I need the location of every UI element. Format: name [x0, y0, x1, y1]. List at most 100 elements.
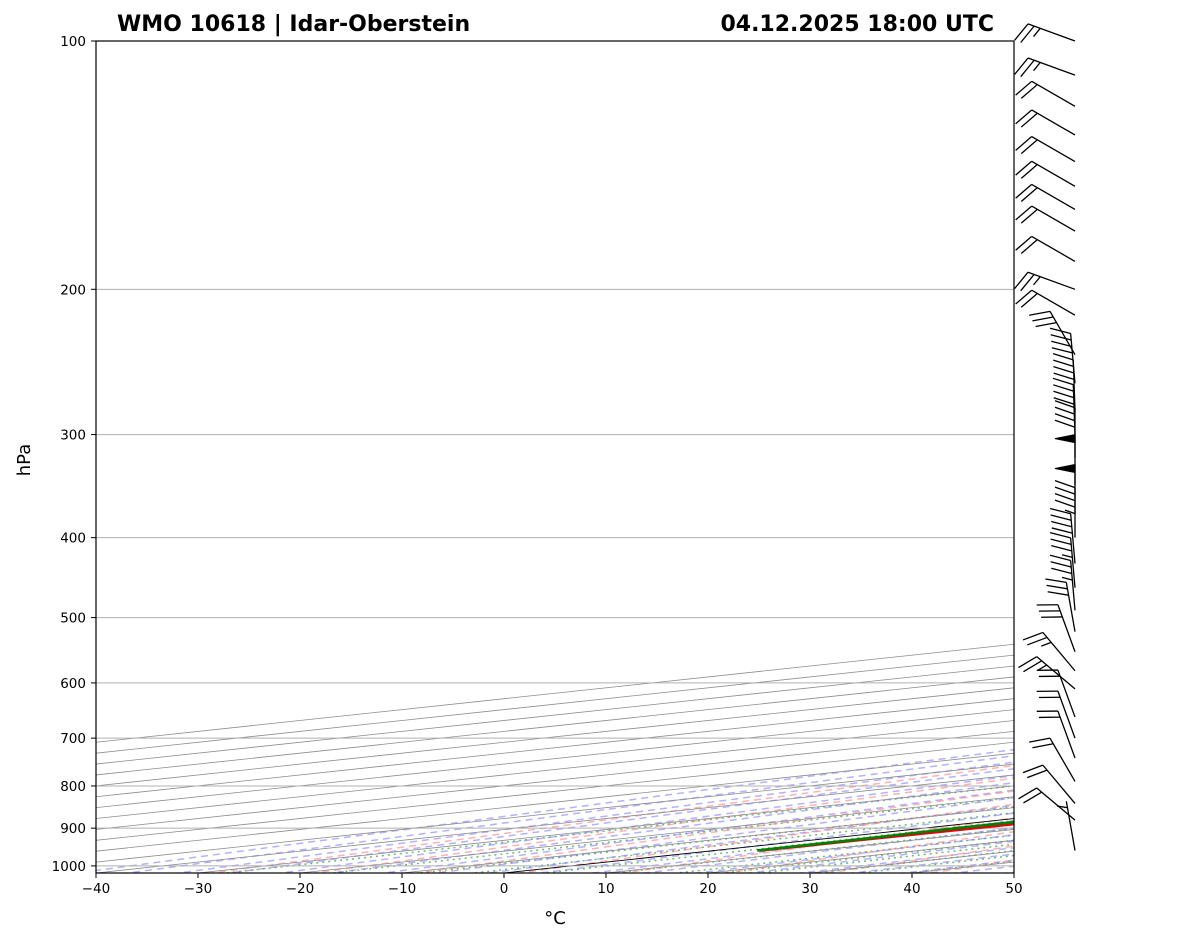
y-tick-label: 700 [60, 731, 86, 747]
wind-barb [1015, 160, 1076, 187]
barb-staff [1065, 801, 1076, 851]
barb-flag [1054, 493, 1076, 502]
moist-adiabat [534, 812, 1014, 873]
barb-staff [1027, 23, 1076, 42]
chart-title-station: WMO 10618 | Idar-Oberstein [117, 12, 470, 37]
wind-barb [1014, 271, 1076, 292]
barb-staff [1057, 710, 1076, 759]
barb-staff [1069, 537, 1076, 588]
wind-barb [1054, 480, 1076, 538]
barb-flag [1036, 690, 1058, 693]
barb-flag [1014, 23, 1029, 41]
wind-barb [1014, 23, 1076, 43]
isotherm [96, 643, 1014, 743]
wind-barb [1022, 631, 1076, 672]
barb-flag [1049, 507, 1071, 515]
barb-flag [1014, 57, 1029, 75]
dry-adiabat [309, 777, 1014, 873]
dry-adiabat-lines [206, 764, 1014, 873]
barb-flag [1015, 235, 1033, 251]
barb-flag [1053, 384, 1074, 392]
wind-barb [1015, 205, 1076, 232]
barb-flag [1018, 787, 1038, 800]
barb-flag [1020, 84, 1038, 99]
wind-barb [1015, 80, 1076, 107]
barb-flag [1015, 183, 1033, 199]
barb-staff [1069, 513, 1076, 564]
barb-staff [1072, 359, 1076, 410]
wind-barb [1029, 310, 1076, 355]
isotherm [96, 687, 1014, 787]
wind-barb [1049, 327, 1076, 384]
x-tick-label: −10 [388, 881, 417, 897]
x-tick-label: 10 [597, 881, 614, 897]
barb-staff [1065, 582, 1076, 632]
barb-flag [1053, 365, 1074, 374]
moist-adiabat [122, 755, 1014, 873]
y-tick-label: 800 [60, 779, 86, 795]
barb-half-flag [1061, 576, 1073, 581]
barb-flag [1036, 604, 1058, 606]
barb-flag [1020, 164, 1038, 179]
barb-half-flag [1041, 641, 1052, 647]
isotherm [96, 698, 1014, 798]
barb-flag [1038, 610, 1061, 612]
barb-flag [1041, 616, 1063, 618]
moist-adiabat [224, 767, 1014, 873]
barb-flag [1015, 136, 1033, 151]
x-tick-label: 50 [1005, 881, 1022, 897]
barb-flag [1022, 764, 1044, 774]
barb-half-flag [1037, 664, 1047, 672]
barb-flag [1051, 340, 1072, 348]
barb-flag [1035, 321, 1057, 328]
barb-half-flag [1033, 276, 1041, 286]
y-tick-label: 300 [60, 428, 86, 444]
barb-flag [1032, 316, 1054, 322]
barb-staff [1031, 109, 1076, 136]
wind-barb [1015, 135, 1076, 163]
barb-half-flag [1061, 554, 1073, 558]
x-tick-label: −20 [286, 881, 315, 897]
isotherm [96, 676, 1014, 776]
moist-adiabat [173, 761, 1014, 873]
wind-barbs [1014, 23, 1076, 851]
barb-flag [1020, 59, 1035, 78]
barb-flag [1015, 289, 1033, 305]
barb-flag [1053, 359, 1074, 368]
dry-adiabat [411, 790, 1014, 873]
barb-flag [1020, 274, 1035, 292]
barb-flag [1053, 372, 1075, 381]
barb-flag [1020, 239, 1038, 254]
barb-staff [1031, 80, 1076, 107]
wind-barb [1049, 507, 1076, 564]
barb-staff [1031, 160, 1076, 187]
barb-flag [1045, 578, 1067, 584]
barb-half-flag [1056, 805, 1068, 809]
y-tick-label: 600 [60, 676, 86, 692]
barb-flag [1023, 791, 1043, 804]
y-axis-label: hPa [14, 444, 35, 476]
barb-flag [1026, 769, 1048, 779]
barb-flag [1038, 675, 1061, 678]
barb-staff [1057, 604, 1076, 652]
background-lines [96, 41, 1014, 873]
barb-staff [1027, 271, 1076, 290]
barb-staff [1069, 560, 1076, 611]
isotherm [96, 654, 1014, 754]
x-axis: −40 −30 −20 −10 0 10 20 30 40 50 [82, 873, 1023, 897]
barb-flag [1050, 561, 1072, 568]
barb-flag [1029, 310, 1051, 316]
barb-staff [1031, 183, 1076, 210]
barb-flag [1029, 737, 1051, 743]
y-tick-label: 500 [60, 611, 86, 627]
barb-half-flag [1064, 509, 1076, 515]
x-tick-label: 20 [699, 881, 716, 897]
barb-half-flag [1033, 62, 1041, 72]
wind-barb [1036, 690, 1076, 739]
wind-barb [1014, 57, 1076, 78]
barb-flag [1022, 631, 1044, 641]
wind-barb [1015, 183, 1076, 210]
moist-adiabat [327, 781, 1014, 873]
barb-flag [1047, 591, 1069, 596]
